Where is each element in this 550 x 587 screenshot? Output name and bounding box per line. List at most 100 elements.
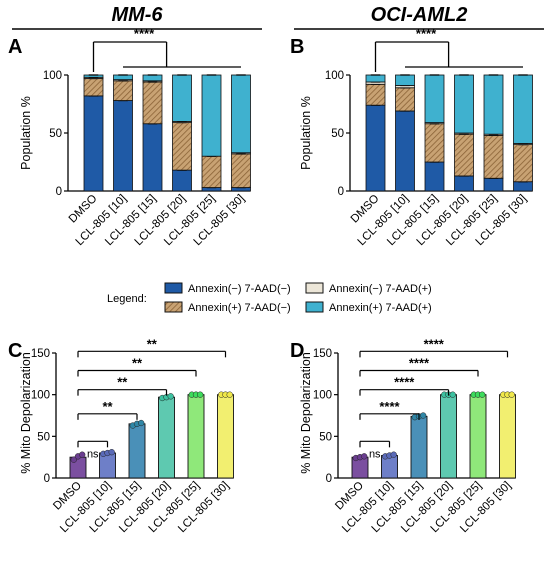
panel-c-data-point bbox=[138, 419, 145, 427]
panel-a-ylabel: Population % bbox=[19, 96, 33, 170]
panel-a-ytick-label: 0 bbox=[56, 186, 62, 198]
panel-a-sig-label: **** bbox=[134, 26, 155, 41]
panel-b-bar-segment bbox=[483, 177, 504, 192]
panel-c-data-point bbox=[226, 391, 233, 398]
panel-b-bar-segment bbox=[454, 175, 474, 192]
legend-label-pos-neg: Annexin(+) 7-AAD(−) bbox=[188, 302, 291, 314]
panel-b-ytick-label: 100 bbox=[325, 70, 344, 82]
panel-d-bar bbox=[499, 394, 516, 479]
panel-b-bar-segment bbox=[395, 110, 415, 192]
panel-b-bar-segment bbox=[395, 87, 415, 112]
panel-a-bar-segment bbox=[172, 74, 192, 122]
panel-a-ytick-label: 50 bbox=[49, 128, 62, 140]
panel-c-bar bbox=[128, 423, 146, 479]
panel-d-data-point bbox=[420, 412, 427, 419]
panel-a-title: MM-6 bbox=[111, 4, 163, 26]
panel-a-bar-segment bbox=[113, 80, 133, 101]
panel-d-ytick-label: 50 bbox=[319, 431, 332, 443]
panel-d-data-point bbox=[449, 391, 456, 398]
legend-title: Legend: bbox=[107, 293, 147, 305]
panel-c-letter: C bbox=[8, 340, 22, 362]
panel-c-bar bbox=[217, 394, 234, 479]
panel-c-comparison-label: ** bbox=[147, 336, 158, 351]
panel-d-data-point bbox=[508, 391, 515, 398]
panel-a-bar-segment bbox=[83, 95, 104, 192]
panel-b-bar-segment bbox=[424, 74, 445, 123]
panel-d-ytick-label: 150 bbox=[313, 348, 332, 360]
panel-a-bar-segment bbox=[113, 100, 133, 192]
panel-a-bar-segment bbox=[231, 74, 251, 154]
panel-b-bar-segment bbox=[365, 104, 386, 192]
panel-b-bar-segment bbox=[513, 144, 533, 183]
panel-b-bar-segment bbox=[513, 181, 533, 192]
panel-b-title: OCI-AML2 bbox=[371, 4, 468, 26]
legend-label-neg-neg: Annexin(−) 7-AAD(−) bbox=[188, 283, 291, 295]
panel-c-bar bbox=[158, 396, 175, 479]
panel-b-ytick-label: 50 bbox=[331, 128, 344, 140]
panel-b-bar-segment bbox=[483, 74, 504, 135]
panel-a-bar-segment bbox=[201, 155, 222, 188]
panel-c-ytick-label: 100 bbox=[31, 390, 50, 402]
legend-swatch-neg-pos bbox=[305, 282, 324, 294]
panel-b-sig-label: **** bbox=[416, 26, 437, 41]
panel-c-data-point bbox=[167, 393, 174, 400]
panel-d-ylabel: % Mito Depolarization bbox=[299, 352, 313, 474]
panel-d-bar bbox=[469, 394, 487, 479]
panel-b-bar-segment bbox=[424, 161, 445, 192]
panel-c-comparison-label: ** bbox=[102, 399, 113, 414]
panel-c-comparison-label: ** bbox=[117, 375, 128, 390]
panel-c-ytick-label: 0 bbox=[44, 473, 50, 485]
legend: Legend: Annexin(−) 7-AAD(−) Annexin(−) 7… bbox=[107, 282, 432, 314]
panel-a-bar-segment bbox=[201, 74, 222, 157]
panel-b-bar-segment bbox=[513, 74, 533, 144]
panel-c-ytick-label: 150 bbox=[31, 348, 50, 360]
panel-d-data-point bbox=[390, 451, 397, 458]
legend-swatch-pos-neg bbox=[164, 301, 183, 313]
panel-a-bar-segment bbox=[142, 81, 163, 125]
legend-label-pos-pos: Annexin(+) 7-AAD(+) bbox=[329, 302, 432, 314]
panel-c-bar bbox=[99, 452, 116, 479]
panel-d-comparison-label: **** bbox=[379, 399, 400, 414]
panel-c-data-point bbox=[108, 449, 115, 456]
panel-c-ylabel: % Mito Depolarization bbox=[19, 352, 33, 474]
panel-a-letter: A bbox=[8, 36, 22, 58]
panel-b-bar-segment bbox=[454, 74, 474, 134]
panel-d-comparison-label: **** bbox=[394, 375, 415, 390]
panel-c-data-point bbox=[70, 456, 77, 463]
panel-b-bar-segment bbox=[365, 83, 386, 106]
panel-d-comparison-label: ns bbox=[369, 448, 381, 460]
panel-c-bar bbox=[187, 394, 205, 479]
panel-b-bar-segment bbox=[424, 123, 445, 163]
panel-c-ytick-label: 50 bbox=[37, 431, 50, 443]
panel-a-bar-segment bbox=[231, 153, 251, 188]
panel-d-bar bbox=[440, 394, 457, 479]
panel-d-letter: D bbox=[290, 340, 304, 362]
panel-b-ylabel: Population % bbox=[299, 96, 313, 170]
panel-b-bar-segment bbox=[483, 134, 504, 179]
panel-d-ytick-label: 100 bbox=[313, 390, 332, 402]
panel-c-data-point bbox=[79, 451, 86, 458]
panel-c-comparison-label: ns bbox=[87, 448, 99, 460]
panel-c-data-point bbox=[197, 391, 204, 398]
panel-b-ytick-label: 0 bbox=[338, 186, 344, 198]
panel-b-bar-segment bbox=[395, 74, 415, 86]
panel-b-bar-segment bbox=[454, 133, 474, 177]
panel-a-ytick-label: 100 bbox=[43, 70, 62, 82]
panel-d-ytick-label: 0 bbox=[326, 473, 332, 485]
panel-a-bar-segment bbox=[142, 74, 163, 82]
panel-d-data-point bbox=[361, 453, 368, 460]
panel-a-bar-segment bbox=[172, 122, 192, 171]
panel-b-bar-segment bbox=[365, 74, 386, 83]
legend-swatch-neg-neg bbox=[164, 282, 183, 294]
panel-d-data-point bbox=[479, 391, 486, 398]
panel-a-bar-segment bbox=[83, 78, 104, 97]
panel-c-comparison-label: ** bbox=[132, 356, 143, 371]
panel-d-bar bbox=[410, 415, 428, 479]
panel-a-bar-segment bbox=[142, 123, 163, 192]
panel-a-bar-segment bbox=[172, 169, 192, 192]
